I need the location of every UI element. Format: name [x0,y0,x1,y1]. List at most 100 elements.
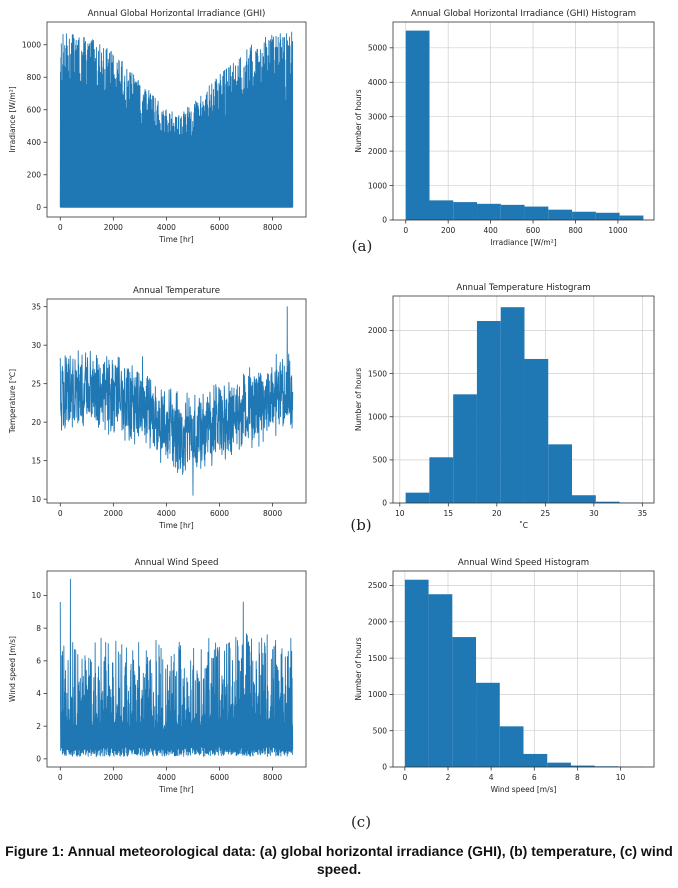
histogram-bar [525,207,549,220]
x-tick-label: 8000 [263,509,282,518]
panel-label-b: (b) [350,516,371,534]
y-tick-label: 200 [27,170,42,179]
histogram-bar [548,444,572,503]
x-axis-label: Time [hr] [158,521,194,530]
x-tick-label: 8000 [263,773,282,782]
y-tick-label: 10 [31,495,41,504]
histogram-bar [476,683,500,767]
y-tick-label: 8 [36,624,41,633]
y-tick-label: 1000 [368,690,387,699]
y-axis-label: Number of hours [354,89,363,152]
x-tick-label: 0 [402,773,407,782]
x-axis-label: Wind speed [m/s] [491,785,557,794]
x-tick-label: 4000 [157,773,176,782]
x-tick-label: 4 [489,773,494,782]
x-tick-label: 2000 [104,223,123,232]
chart-title: Annual Temperature [133,286,220,296]
y-tick-label: 0 [382,499,387,508]
chart-title: Annual Wind Speed [135,558,219,568]
series-line [60,307,292,496]
y-tick-label: 4 [36,689,41,698]
y-tick-label: 30 [31,341,41,350]
histogram-bar [477,321,501,503]
x-tick-label: 0 [58,223,63,232]
x-tick-label: 800 [568,226,583,235]
x-tick-label: 400 [483,226,498,235]
histogram-bar [524,754,548,767]
x-axis-label: ˚C [519,521,528,530]
histogram-bar [548,210,572,220]
histogram-bar [453,202,477,220]
y-axis-label: Wind speed [m/s] [8,636,17,702]
histogram-bar [429,200,453,220]
y-tick-label: 1000 [22,40,41,49]
panel-label-a: (a) [352,237,373,255]
x-tick-label: 4000 [157,223,176,232]
x-tick-label: 6 [532,773,537,782]
x-tick-label: 20 [492,509,502,518]
y-axis-label: Number of hours [354,368,363,431]
y-tick-label: 2000 [368,147,387,156]
y-tick-label: 2000 [368,326,387,335]
chart-title: Annual Global Horizontal Irradiance (GHI… [88,9,266,19]
y-tick-label: 15 [31,456,41,465]
y-tick-label: 2 [36,722,41,731]
x-tick-label: 1000 [608,226,627,235]
chart-title: Annual Global Horizontal Irradiance (GHI… [411,9,636,19]
chart-title: Annual Wind Speed Histogram [458,558,589,568]
y-tick-label: 10 [31,591,41,600]
series-line [60,32,292,207]
histogram-bar [477,204,501,220]
y-tick-label: 0 [382,763,387,772]
y-tick-label: 500 [373,456,388,465]
histogram-bar [547,763,571,767]
y-tick-label: 3000 [368,112,387,121]
x-tick-label: 0 [58,773,63,782]
histogram-bar [429,457,453,503]
x-tick-label: 35 [638,509,648,518]
y-tick-label: 20 [31,418,41,427]
x-tick-label: 200 [441,226,456,235]
histogram-bar [572,212,596,220]
y-tick-label: 1000 [368,412,387,421]
y-tick-label: 600 [27,105,42,114]
x-tick-label: 25 [541,509,551,518]
x-tick-label: 8 [575,773,580,782]
y-tick-label: 5000 [368,44,387,53]
figure-caption: Figure 1: Annual meteorological data: (a… [0,842,678,878]
x-tick-label: 600 [526,226,541,235]
histogram-bar [501,205,525,220]
x-tick-label: 6000 [210,509,229,518]
x-axis-label: Time [hr] [158,235,194,244]
y-tick-label: 25 [31,379,41,388]
y-tick-label: 500 [373,726,388,735]
y-tick-label: 35 [31,302,41,311]
y-axis-label: Irradiance [W/m²] [8,86,17,152]
x-tick-label: 10 [395,509,405,518]
y-tick-label: 0 [382,216,387,225]
y-tick-label: 1500 [368,369,387,378]
y-tick-label: 1000 [368,181,387,190]
x-tick-label: 15 [444,509,454,518]
x-tick-label: 2000 [104,509,123,518]
series-line [60,579,292,756]
histogram-bar [406,31,430,220]
histogram-bar [524,359,548,503]
y-tick-label: 800 [27,73,42,82]
histogram-bar [429,594,453,767]
histogram-bar [406,493,430,503]
histogram-bar [572,495,596,503]
x-axis-label: Irradiance [W/m²] [490,238,556,247]
histogram-bar [453,394,477,503]
y-axis-label: Temperature [℃] [8,369,17,434]
x-tick-label: 30 [589,509,599,518]
y-tick-label: 4000 [368,78,387,87]
x-tick-label: 2000 [104,773,123,782]
y-tick-label: 0 [36,203,41,212]
x-axis-label: Time [hr] [158,785,194,794]
